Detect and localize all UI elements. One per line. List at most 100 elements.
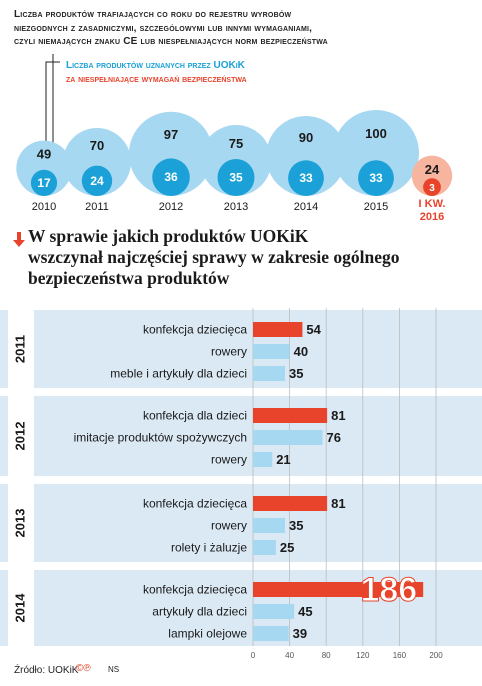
category-label: rolety i żaluzje bbox=[171, 541, 247, 555]
category-label: konfekcja dziecięca bbox=[143, 323, 247, 337]
bubble-outer bbox=[333, 110, 419, 196]
bubble-outer-value: 100 bbox=[365, 126, 387, 141]
bubble-inner bbox=[423, 178, 441, 197]
bubble-inner bbox=[288, 160, 324, 197]
bubble-inner bbox=[30, 169, 58, 196]
bar-value: 81 bbox=[331, 408, 345, 423]
bar bbox=[253, 518, 286, 533]
bar-value: 76 bbox=[327, 430, 341, 445]
category-label: konfekcja dla dzieci bbox=[143, 409, 247, 423]
headline-line-2: wszczynał najczęściej sprawy w zakresie … bbox=[28, 247, 400, 267]
period-label: 2010 bbox=[32, 201, 56, 213]
bar bbox=[253, 344, 290, 359]
bar-value: 35 bbox=[289, 366, 303, 381]
bubble-inner-value: 33 bbox=[299, 171, 313, 185]
bar-value: 39 bbox=[293, 626, 307, 641]
year-band bbox=[0, 396, 482, 476]
bubble-inner-value: 24 bbox=[90, 174, 104, 188]
bar-value: 186 bbox=[360, 571, 417, 609]
bar bbox=[253, 540, 276, 555]
legend-blue-label: Liczba produktów uznanych przez UOKiK bbox=[66, 60, 245, 71]
bubble-inner bbox=[217, 159, 255, 196]
bar-value: 25 bbox=[280, 540, 294, 555]
bubble-group-2: 36 97 2012 bbox=[128, 111, 214, 213]
bubble-group-1: 24 70 2011 bbox=[63, 128, 131, 213]
bubble-outer-value: 90 bbox=[299, 130, 313, 145]
bar-value: 40 bbox=[294, 344, 308, 359]
category-label: rowery bbox=[211, 453, 247, 467]
author-initials: NS bbox=[108, 665, 120, 674]
bubble-inner-value: 17 bbox=[37, 176, 51, 190]
source-note: Źródło: UOKiK bbox=[14, 665, 79, 676]
bubble-group-4: 33 90 2014 bbox=[266, 116, 346, 213]
year-tab bbox=[8, 310, 34, 388]
bubble-outer bbox=[411, 155, 453, 196]
year-band bbox=[0, 310, 482, 388]
intro-line-1: Liczba produktów trafiających co roku do… bbox=[14, 9, 292, 20]
bubble-inner-value: 35 bbox=[229, 171, 243, 185]
bubble-outer-value: 97 bbox=[164, 127, 178, 142]
bubble-outer bbox=[16, 140, 72, 196]
headline-line-3: bezpieczeństwa produktów bbox=[28, 268, 230, 288]
bar-value: 45 bbox=[298, 604, 312, 619]
bubble-group-5: 33 100 2015 bbox=[333, 110, 419, 213]
bubble-inner-value: 33 bbox=[369, 171, 383, 185]
bar bbox=[253, 496, 328, 511]
category-label: rowery bbox=[211, 519, 247, 533]
category-label: rowery bbox=[211, 345, 247, 359]
year-label: 2014 bbox=[12, 593, 27, 623]
bar-value: 21 bbox=[276, 452, 290, 467]
bubble-group-0: 17 49 2010 bbox=[16, 140, 72, 213]
x-tick-label: 80 bbox=[322, 651, 331, 660]
bubble-outer-value: 75 bbox=[229, 136, 243, 151]
bubble-inner-value: 3 bbox=[429, 183, 435, 194]
category-label: artykuły dla dzieci bbox=[152, 605, 247, 619]
year-label: 2012 bbox=[12, 422, 27, 451]
bubble-outer bbox=[128, 111, 214, 196]
period-label: 2015 bbox=[364, 201, 388, 213]
category-label: lampki olejowe bbox=[168, 627, 247, 641]
arrow-down-icon bbox=[13, 232, 25, 247]
category-label: konfekcja dziecięca bbox=[143, 497, 247, 511]
intro-text: Liczba produktów trafiających co roku do… bbox=[14, 8, 434, 49]
x-tick-label: 160 bbox=[393, 651, 407, 660]
category-label: meble i artykuły dla dzieci bbox=[110, 367, 247, 381]
chart-headline: W sprawie jakich produktów UOKiK wszczyn… bbox=[28, 226, 473, 289]
bubble-group-3: 35 75 2013 bbox=[200, 125, 272, 213]
year-tab bbox=[8, 396, 34, 476]
category-label: konfekcja dziecięca bbox=[143, 583, 247, 597]
bubble-chart: 17 49 2010 24 70 2011 36 97 2012 35 75 2013 33 90 2014… bbox=[16, 110, 453, 223]
bar-value: 81 bbox=[331, 496, 345, 511]
bubble-outer-value: 24 bbox=[425, 162, 440, 177]
period-label: 2014 bbox=[294, 201, 318, 213]
bubble-outer-value: 70 bbox=[90, 138, 104, 153]
bubble-outer bbox=[63, 128, 131, 196]
bar-value: 54 bbox=[306, 322, 321, 337]
bubble-outer bbox=[266, 116, 346, 196]
x-tick-label: 40 bbox=[285, 651, 294, 660]
legend-red-label: za niespełniające wymagań bezpieczeństwa bbox=[66, 74, 247, 85]
period-label: 2016 bbox=[420, 211, 444, 223]
intro-line-2: niezgodnych z zasadniczymi, szczególowym… bbox=[14, 22, 313, 34]
x-tick-label: 200 bbox=[429, 651, 443, 660]
bar bbox=[253, 322, 303, 337]
year-tab bbox=[8, 484, 34, 562]
bubble-group-6: 3 24 I KW.2016 bbox=[411, 155, 453, 223]
bar bbox=[253, 626, 289, 641]
year-label: 2011 bbox=[12, 335, 27, 363]
headline-line-1: W sprawie jakich produktów UOKiK bbox=[28, 226, 309, 246]
credit-icons: ©℗ bbox=[76, 663, 91, 674]
bubble-inner-value: 36 bbox=[164, 170, 178, 184]
year-tab bbox=[8, 570, 34, 646]
year-label: 2013 bbox=[12, 509, 27, 538]
bar bbox=[253, 452, 273, 467]
period-label: 2012 bbox=[159, 201, 183, 213]
period-label: 2013 bbox=[224, 201, 248, 213]
bubble-inner bbox=[152, 158, 190, 196]
intro-line-3: czyli niemających znaku CE lub niespełni… bbox=[14, 36, 328, 47]
x-tick-label: 0 bbox=[251, 651, 256, 660]
bubble-inner bbox=[358, 160, 394, 197]
bar bbox=[253, 582, 424, 597]
bubble-inner bbox=[81, 165, 113, 196]
